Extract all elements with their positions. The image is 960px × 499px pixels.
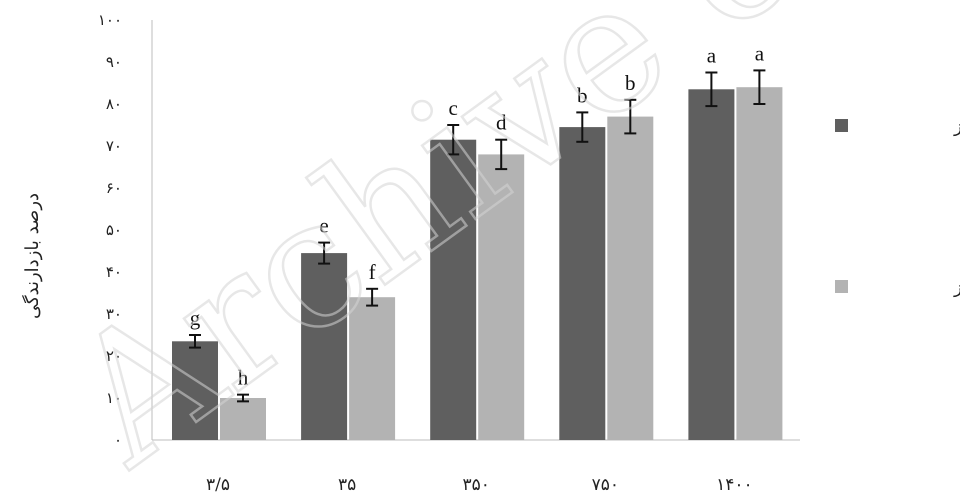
data-label: d [496,111,507,135]
bar [220,398,266,440]
bar [172,341,218,440]
y-tick-label: ۲۰ [106,347,122,365]
y-tick-label: ۱۰۰ [98,11,122,29]
bars [172,87,783,441]
bar [559,127,606,440]
bar [736,87,783,440]
y-tick-label: ۴۰ [106,263,122,281]
legend-label: سه روز [953,117,960,137]
x-tick-label: ۱۴۰۰ [716,475,753,495]
x-tick-label: ۳/۵ [206,475,230,495]
y-axis-label: درصد بازدارندگی [21,193,43,319]
x-tick-label: ۳۵ [338,475,356,495]
data-label: c [449,96,458,120]
bar [688,89,735,441]
bar [430,139,477,440]
y-tick-label: ۵۰ [106,221,122,239]
y-tick-label: ۳۰ [106,305,122,323]
data-label: h [238,366,249,390]
x-tick-labels: ۳/۵ ۳۵ ۳۵۰ ۷۵۰ ۱۴۰۰ [206,475,753,495]
data-label: g [190,306,201,330]
data-label: a [707,44,717,68]
bar [349,297,396,440]
data-label: f [369,260,376,284]
y-tick-labels: ۰ ۱۰ ۲۰ ۳۰ ۴۰ ۵۰ ۶۰ ۷۰ ۸۰ ۹۰ ۱۰۰ [98,11,122,449]
legend: سه روز هفت روز [835,117,960,298]
y-tick-label: ۸۰ [106,95,122,113]
significance-letters: g h e f c d b b a a [190,41,765,389]
data-label: b [577,83,588,107]
x-tick-label: ۳۵۰ [462,475,489,495]
y-tick-label: ۹۰ [106,53,122,71]
x-tick-label: ۷۵۰ [592,475,619,495]
legend-swatch [835,119,848,132]
data-label: b [625,71,636,95]
data-label: e [319,214,328,238]
y-tick-label: ۱۰ [106,389,122,407]
data-label: a [755,41,765,65]
bar [607,116,654,440]
y-tick-label: ۷۰ [106,137,122,155]
y-tick-label: ۶۰ [106,179,122,197]
legend-swatch [835,280,848,293]
bar [478,154,525,440]
bar [301,253,348,440]
legend-label: هفت روز [953,278,960,298]
error-bars [189,69,766,403]
y-tick-label: ۰ [114,431,122,449]
